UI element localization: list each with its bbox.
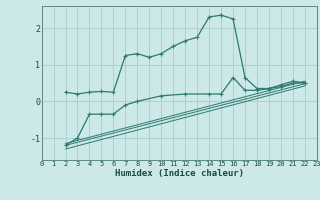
X-axis label: Humidex (Indice chaleur): Humidex (Indice chaleur) <box>115 169 244 178</box>
